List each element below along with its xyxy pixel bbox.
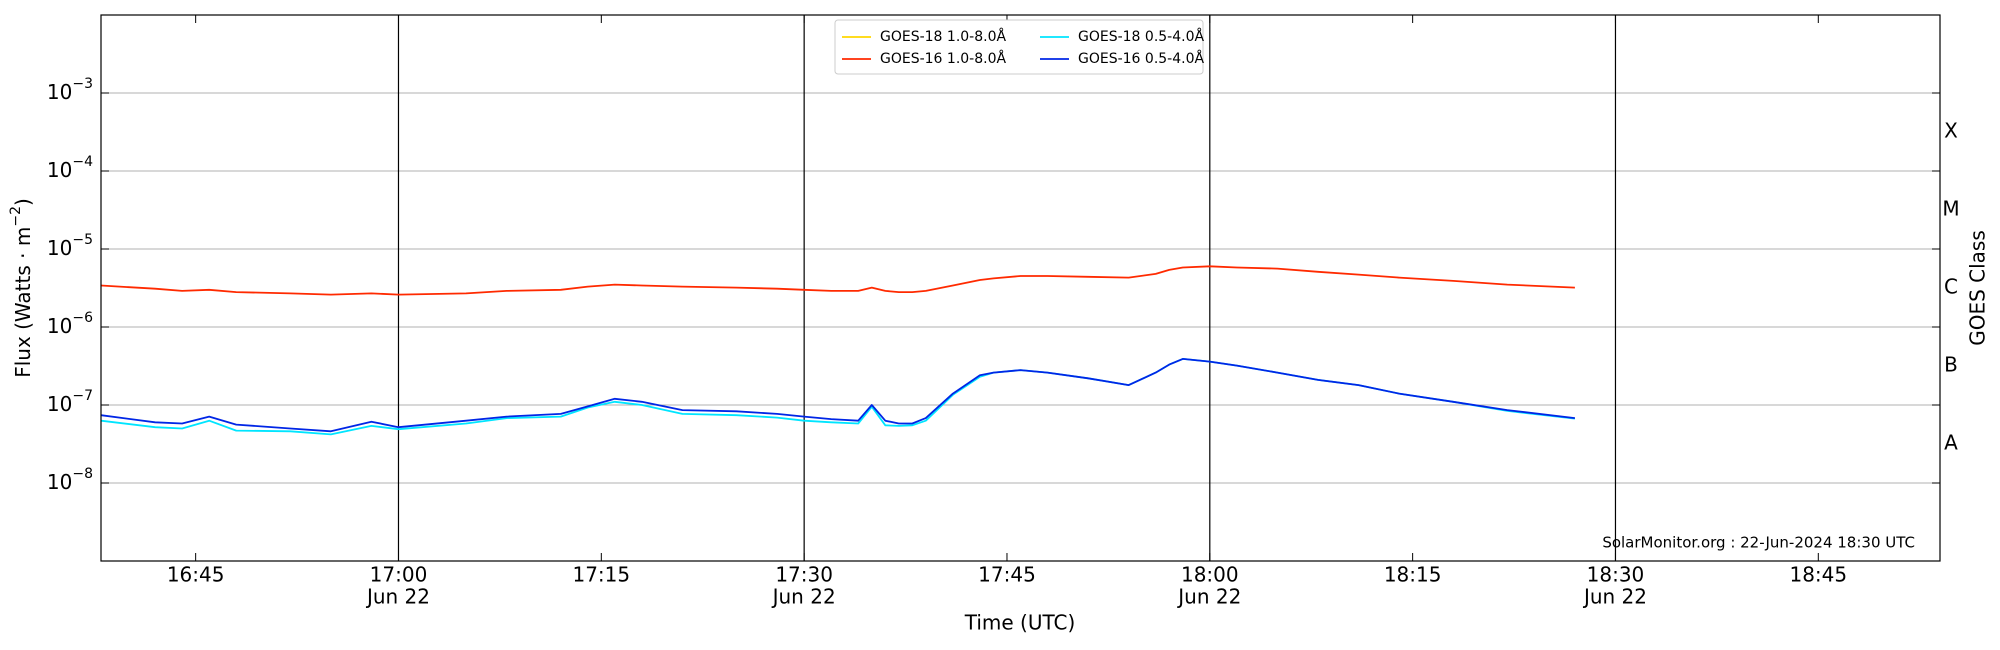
class-label: A	[1944, 431, 1958, 455]
y-tick-label: 10−6	[47, 310, 93, 338]
legend-label: GOES-18 1.0-8.0Å	[880, 28, 1006, 45]
legend-label: GOES-16 1.0-8.0Å	[880, 50, 1006, 67]
y-tick-base: 10	[47, 80, 72, 104]
legend-box	[834, 19, 1204, 75]
y-tick-base: 10	[47, 470, 72, 494]
class-label: B	[1944, 353, 1958, 377]
y-tick-exponent: −5	[72, 232, 93, 248]
y-tick-label: 10−4	[47, 154, 93, 182]
x-tick-sublabel: Jun 22	[1582, 585, 1647, 609]
y-label-text: Flux (Watts · m	[11, 227, 35, 378]
series-line	[100, 358, 1576, 433]
x-tick-label: 18:00	[1181, 563, 1239, 587]
y-tick-base: 10	[47, 236, 72, 260]
class-label: M	[1942, 197, 1959, 221]
y-tick-label: 10−5	[47, 232, 93, 260]
x-axis-label: Time (UTC)	[964, 611, 1076, 635]
x-tick-label: 18:30	[1587, 563, 1645, 587]
x-tick-sublabel: Jun 22	[1176, 585, 1241, 609]
plot-frame	[100, 14, 1941, 562]
y-tick-exponent: −7	[72, 388, 93, 404]
y-tick-label: 10−3	[47, 76, 93, 104]
annotation: SolarMonitor.org : 22-Jun-2024 18:30 UTC	[1602, 534, 1915, 552]
class-label: X	[1944, 119, 1958, 143]
x-tick-label: 18:15	[1384, 563, 1442, 587]
y-tick-label: 10−8	[47, 466, 93, 494]
x-tick-label: 17:30	[775, 563, 833, 587]
class-label: C	[1944, 275, 1958, 299]
y-tick-label: 10−7	[47, 388, 93, 416]
x-tick-label: 18:45	[1789, 563, 1847, 587]
y-label-exponent: −2	[8, 206, 24, 227]
y-tick-base: 10	[47, 314, 72, 338]
y-axis-label: Flux (Watts · m−2)	[8, 198, 35, 378]
x-tick-label: 16:45	[167, 563, 225, 587]
x-tick-sublabel: Jun 22	[771, 585, 836, 609]
y-tick-exponent: −3	[72, 76, 93, 92]
y-label-close: )	[11, 198, 35, 206]
y-tick-base: 10	[47, 158, 72, 182]
y-tick-exponent: −4	[72, 154, 93, 170]
y-tick-exponent: −6	[72, 310, 93, 326]
legend-label: GOES-16 0.5-4.0Å	[1078, 50, 1204, 67]
x-tick-label: 17:45	[978, 563, 1036, 587]
x-tick-label: 17:00	[370, 563, 428, 587]
legend-label: GOES-18 0.5-4.0Å	[1078, 28, 1204, 45]
x-tick-sublabel: Jun 22	[365, 585, 430, 609]
series-line	[100, 265, 1575, 296]
y-tick-exponent: −8	[72, 466, 93, 482]
y2-axis-label: GOES Class	[1966, 230, 1990, 346]
y-tick-base: 10	[47, 392, 72, 416]
x-tick-label: 17:15	[572, 563, 630, 587]
